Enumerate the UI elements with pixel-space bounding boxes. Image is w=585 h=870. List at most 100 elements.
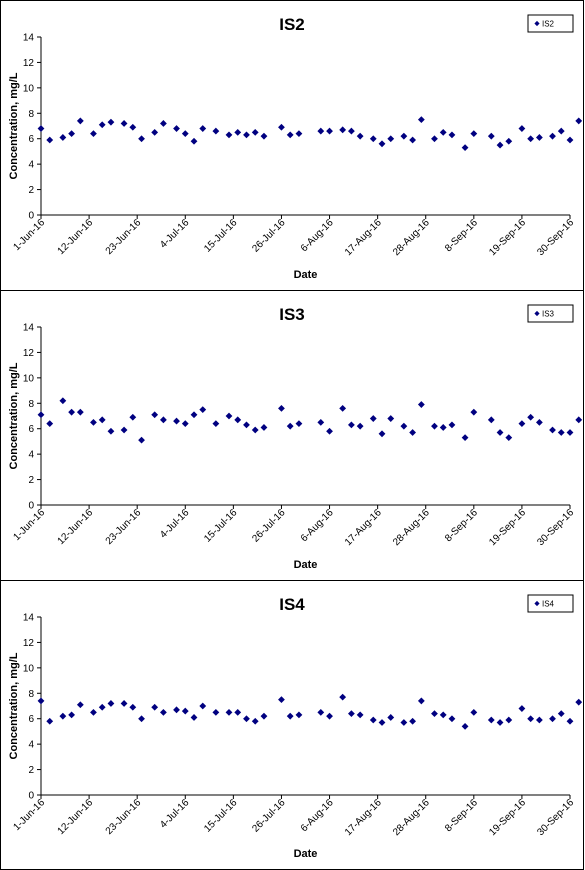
data-point xyxy=(409,429,417,436)
data-point xyxy=(243,715,250,723)
data-point xyxy=(295,711,303,719)
data-point xyxy=(326,427,333,435)
legend-marker xyxy=(534,20,540,27)
data-point xyxy=(295,130,303,138)
chart-title: IS2 xyxy=(279,15,305,34)
data-point xyxy=(120,120,128,127)
data-point xyxy=(400,132,408,140)
data-point xyxy=(400,422,408,430)
y-tick-label: 2 xyxy=(28,475,34,486)
data-point xyxy=(448,131,456,139)
data-point xyxy=(212,708,220,716)
data-point xyxy=(68,408,76,416)
data-point xyxy=(181,420,189,428)
data-point xyxy=(575,416,583,424)
data-point xyxy=(549,426,556,434)
data-point xyxy=(37,411,45,419)
x-tick-label: 4-Jul-16 xyxy=(158,507,192,541)
data-point xyxy=(387,415,395,422)
x-tick-label: 6-Aug-16 xyxy=(299,797,336,834)
data-point xyxy=(181,130,189,138)
data-point xyxy=(431,710,438,718)
x-tick-label: 6-Aug-16 xyxy=(299,507,336,544)
x-tick-label: 8-Sep-16 xyxy=(443,217,480,254)
x-tick-label: 4-Jul-16 xyxy=(158,217,192,251)
data-point xyxy=(496,719,504,726)
data-point xyxy=(212,420,220,428)
data-point xyxy=(317,708,325,716)
data-point xyxy=(557,710,565,718)
data-point xyxy=(76,117,84,125)
data-point xyxy=(518,125,526,132)
x-tick-label: 12-Jun-16 xyxy=(56,217,96,257)
data-point xyxy=(448,421,456,429)
x-tick-label: 23-Jun-16 xyxy=(104,507,144,547)
y-tick-label: 14 xyxy=(23,613,35,624)
data-point xyxy=(348,710,355,718)
data-point xyxy=(487,416,495,424)
data-point xyxy=(575,117,583,125)
data-point xyxy=(138,715,145,723)
data-point xyxy=(518,420,526,428)
data-point xyxy=(278,404,285,412)
y-tick-label: 14 xyxy=(23,323,35,334)
data-point xyxy=(535,134,543,141)
data-point xyxy=(387,714,395,721)
data-point xyxy=(199,125,207,132)
x-axis-title: Date xyxy=(294,559,318,571)
data-point xyxy=(46,717,54,725)
data-point xyxy=(326,127,333,135)
data-point xyxy=(387,135,395,143)
data-point xyxy=(326,712,333,720)
data-point xyxy=(190,411,198,419)
data-point xyxy=(129,703,137,711)
data-point xyxy=(496,429,504,436)
x-tick-label: 19-Sep-16 xyxy=(487,507,528,548)
data-point xyxy=(138,436,145,444)
data-point xyxy=(448,715,456,723)
legend-marker xyxy=(534,600,540,607)
data-point xyxy=(286,131,294,139)
x-tick-label: 17-Aug-16 xyxy=(343,507,384,548)
x-tick-label: 15-Jul-16 xyxy=(202,797,240,835)
data-point xyxy=(286,422,294,430)
data-point xyxy=(59,134,67,141)
chart-svg-is4: IS4 0 2 4 6 8 10 12 14 1-Jun-16 12-Jun-16 23-Jun-16… xyxy=(8,594,583,860)
legend-label: IS3 xyxy=(542,310,555,319)
x-tick-label: 26-Jul-16 xyxy=(250,797,288,835)
data-point xyxy=(496,141,504,149)
data-point xyxy=(369,415,377,422)
y-tick-label: 8 xyxy=(28,689,34,700)
data-point xyxy=(286,712,294,720)
data-point xyxy=(129,123,137,131)
data-point xyxy=(181,707,189,715)
data-point xyxy=(59,712,67,720)
data-point xyxy=(107,118,115,126)
data-point xyxy=(68,130,76,138)
data-point xyxy=(439,711,447,719)
data-point xyxy=(68,711,76,719)
legend: IS2 xyxy=(527,14,574,33)
data-point xyxy=(439,128,447,136)
chart-title: IS4 xyxy=(279,595,305,614)
data-point xyxy=(120,426,128,434)
data-point xyxy=(348,127,355,135)
y-axis-title: Concentration, mg/L xyxy=(8,652,20,759)
x-tick-label: 28-Aug-16 xyxy=(391,217,432,258)
data-point xyxy=(98,121,106,129)
data-point xyxy=(369,716,377,724)
y-tick-label: 10 xyxy=(23,663,35,674)
x-axis-title: Date xyxy=(294,269,318,281)
data-point xyxy=(518,705,526,712)
data-point xyxy=(470,708,478,716)
data-point xyxy=(400,719,408,726)
data-point xyxy=(260,712,268,720)
data-point xyxy=(505,434,513,442)
data-point xyxy=(90,708,97,716)
data-point xyxy=(76,701,84,709)
y-tick-label: 2 xyxy=(28,765,34,776)
data-point xyxy=(431,422,438,430)
data-point xyxy=(527,715,535,723)
data-point xyxy=(461,722,469,730)
data-point xyxy=(243,131,250,139)
